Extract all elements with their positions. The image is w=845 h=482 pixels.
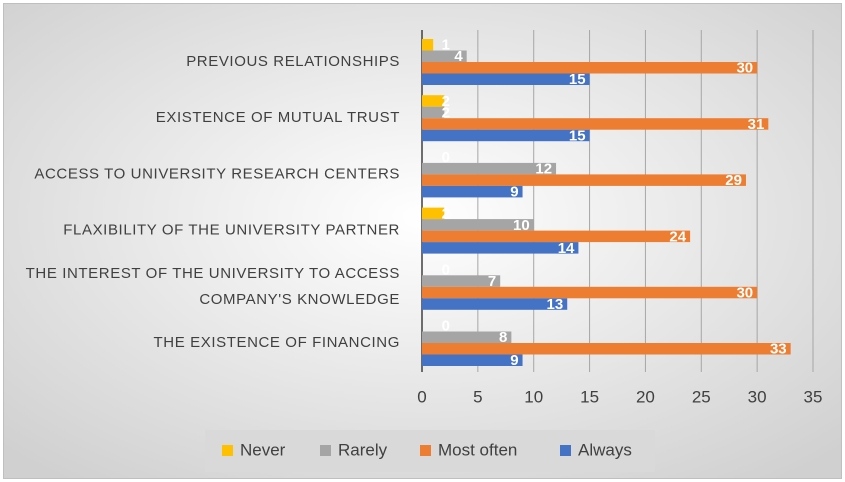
bar bbox=[422, 219, 534, 231]
data-label: 9 bbox=[510, 352, 518, 369]
data-label: 2 bbox=[442, 104, 450, 121]
data-label: 2 bbox=[442, 205, 450, 222]
data-label: 15 bbox=[569, 71, 586, 88]
bar bbox=[422, 207, 445, 220]
data-label: 15 bbox=[569, 127, 586, 144]
data-label: 8 bbox=[499, 329, 507, 346]
legend-label: Most often bbox=[438, 440, 517, 459]
bar bbox=[422, 331, 512, 343]
data-label: 33 bbox=[770, 341, 787, 358]
bar bbox=[422, 106, 445, 119]
data-label: 13 bbox=[547, 296, 564, 313]
x-tick-label: 30 bbox=[748, 387, 767, 406]
bar bbox=[422, 275, 501, 287]
bar bbox=[422, 343, 791, 355]
x-tick-label: 25 bbox=[692, 387, 711, 406]
category-label: ACCESS TO UNIVERSITY RESEARCH CENTERS bbox=[34, 165, 400, 182]
legend-swatch bbox=[420, 445, 431, 456]
data-label: 31 bbox=[748, 116, 765, 133]
bar bbox=[422, 354, 523, 366]
bar bbox=[422, 185, 523, 198]
data-label: 2 bbox=[442, 93, 450, 110]
bar bbox=[422, 162, 557, 175]
bar bbox=[422, 39, 434, 51]
x-tick-label: 0 bbox=[417, 387, 426, 406]
data-label: 4 bbox=[454, 48, 463, 65]
bar bbox=[422, 50, 467, 62]
legend-swatch bbox=[320, 445, 331, 456]
category-label: EXISTENCE OF MUTUAL TRUST bbox=[156, 109, 400, 126]
legend-swatch bbox=[222, 445, 233, 456]
data-label: 30 bbox=[736, 60, 753, 77]
bar bbox=[422, 174, 746, 186]
bar bbox=[422, 129, 590, 142]
data-label: 30 bbox=[736, 285, 753, 302]
data-label: 9 bbox=[510, 184, 518, 201]
legend-label: Rarely bbox=[338, 440, 388, 459]
x-tick-label: 15 bbox=[580, 387, 599, 406]
data-label: 0 bbox=[442, 262, 450, 279]
data-label: 12 bbox=[535, 161, 552, 178]
bar bbox=[422, 118, 769, 130]
data-label: 29 bbox=[725, 172, 742, 189]
data-label: 0 bbox=[442, 318, 450, 335]
x-tick-label: 35 bbox=[804, 387, 823, 406]
bar bbox=[422, 242, 579, 254]
legend-label: Always bbox=[578, 440, 632, 459]
bar bbox=[422, 298, 568, 310]
category-label: THE INTEREST OF THE UNIVERSITY TO ACCESS… bbox=[26, 265, 400, 308]
category-label: FLAXIBILITY OF THE UNIVERSITY PARTNER bbox=[63, 222, 400, 239]
x-tick-label: 20 bbox=[636, 387, 655, 406]
category-label: PREVIOUS RELATIONSHIPS bbox=[186, 53, 400, 70]
data-label: 0 bbox=[442, 149, 450, 166]
data-label: 10 bbox=[513, 217, 530, 234]
category-label: THE EXISTENCE OF FINANCING bbox=[154, 334, 400, 351]
x-tick-label: 5 bbox=[473, 387, 482, 406]
data-label: 24 bbox=[669, 228, 686, 245]
x-tick-label: 10 bbox=[524, 387, 543, 406]
bar bbox=[422, 95, 445, 107]
data-label: 14 bbox=[558, 240, 575, 257]
bar bbox=[422, 230, 691, 243]
legend-label: Never bbox=[240, 440, 286, 459]
bar bbox=[422, 73, 590, 85]
bar bbox=[422, 286, 758, 299]
data-label: 7 bbox=[488, 273, 496, 290]
bar bbox=[422, 62, 758, 74]
data-label: 1 bbox=[442, 37, 450, 54]
legend-swatch bbox=[560, 445, 571, 456]
